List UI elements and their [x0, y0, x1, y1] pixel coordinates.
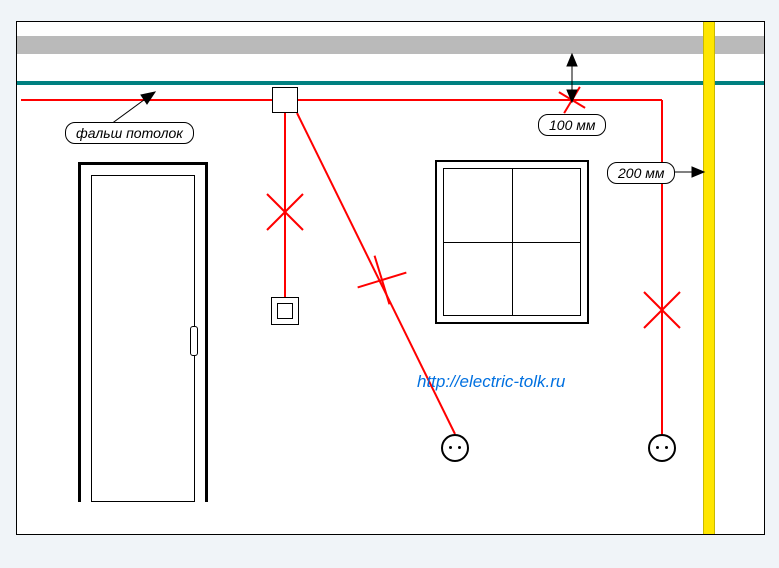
false-ceiling-line — [17, 81, 764, 85]
diagram-frame: фальш потолок 100 мм 200 мм http://elect… — [16, 21, 765, 535]
wire-cross — [559, 87, 585, 113]
vertical-pipe — [703, 22, 715, 534]
socket-right — [648, 434, 676, 462]
window-mullion-h — [443, 242, 581, 243]
label-false-ceiling: фальш потолок — [65, 122, 194, 144]
wall-switch — [271, 297, 299, 325]
diagram-canvas: фальш потолок 100 мм 200 мм http://elect… — [0, 0, 779, 568]
door-leaf — [91, 175, 195, 502]
label-dim-200: 200 мм — [607, 162, 675, 184]
window — [435, 160, 589, 324]
wire-cross — [644, 292, 680, 328]
junction-box — [272, 87, 298, 113]
wire-cross — [267, 194, 303, 230]
ceiling-slab — [17, 36, 764, 54]
label-dim-100: 100 мм — [538, 114, 606, 136]
door-handle — [190, 326, 198, 356]
socket-left — [441, 434, 469, 462]
dim-100-arrow — [567, 54, 577, 102]
door — [78, 162, 208, 502]
source-url: http://electric-tolk.ru — [417, 372, 565, 392]
wire-cross — [358, 256, 407, 305]
